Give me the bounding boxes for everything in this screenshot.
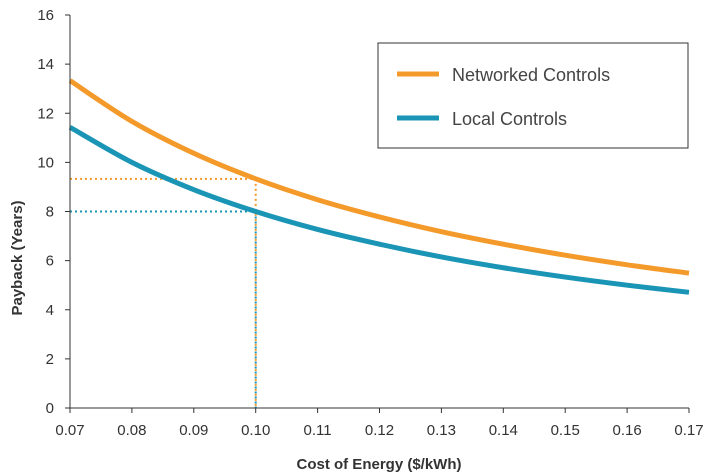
y-axis-title: Payback (Years) (9, 200, 26, 315)
y-tick-label: 14 (37, 56, 54, 73)
series-line-networked-controls (68, 78, 690, 276)
y-tick-label: 10 (37, 154, 54, 171)
x-tick-label: 0.11 (304, 422, 332, 439)
y-ticks: 0 2 4 6 8 10 12 14 16 (37, 7, 70, 417)
x-tick-label: 0.12 (365, 422, 394, 439)
legend-label-local: Local Controls (452, 109, 567, 129)
y-tick-label: 6 (46, 253, 54, 270)
x-tick-label: 0.13 (427, 422, 456, 439)
x-tick-label: 0.14 (489, 422, 518, 439)
y-tick-label: 16 (37, 7, 54, 24)
y-tick-label: 12 (37, 105, 54, 122)
series-lines (68, 78, 690, 295)
x-tick-label: 0.07 (55, 422, 84, 439)
x-tick-label: 0.10 (241, 422, 270, 439)
x-axis-title: Cost of Energy ($/kWh) (296, 456, 461, 473)
legend: Networked Controls Local Controls (377, 42, 689, 149)
y-tick-label: 2 (46, 351, 54, 368)
x-tick-label: 0.16 (612, 422, 641, 439)
x-tick-label: 0.15 (551, 422, 580, 439)
series-line-local-controls (68, 125, 690, 295)
x-ticks: 0.07 0.08 0.09 0.10 0.11 0.12 0.13 0.14 0.15 0.16… (55, 408, 704, 439)
y-tick-label: 8 (46, 204, 54, 221)
x-tick-label: 0.09 (179, 422, 208, 439)
y-tick-label: 4 (46, 302, 54, 319)
legend-box (377, 42, 689, 149)
y-tick-label: 0 (46, 400, 54, 417)
x-tick-label: 0.17 (674, 422, 703, 439)
x-tick-label: 0.08 (117, 422, 146, 439)
reference-lines (70, 177, 257, 408)
legend-label-networked: Networked Controls (452, 65, 610, 85)
